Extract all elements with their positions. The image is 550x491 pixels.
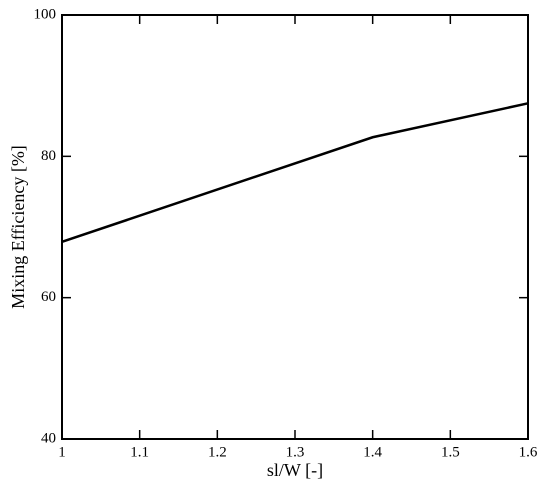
x-tick-label: 1.4: [363, 444, 382, 460]
x-tick-label: 1.1: [130, 444, 149, 460]
x-axis-title: sl/W [-]: [267, 460, 323, 480]
x-tick-label: 1.5: [441, 444, 460, 460]
y-axis-title: Mixing Efficiency [%]: [8, 145, 28, 309]
y-tick-label: 80: [41, 148, 56, 164]
x-tick-label: 1: [58, 444, 66, 460]
y-tick-label: 60: [41, 289, 56, 305]
plot-frame: [61, 14, 529, 440]
x-tick-label: 1.3: [286, 444, 305, 460]
y-tick-label: 100: [34, 6, 57, 22]
x-tick-label: 1.6: [519, 444, 538, 460]
x-tick-label: 1.2: [208, 444, 227, 460]
data-line: [61, 102, 529, 244]
y-tick-label: 40: [41, 430, 56, 446]
